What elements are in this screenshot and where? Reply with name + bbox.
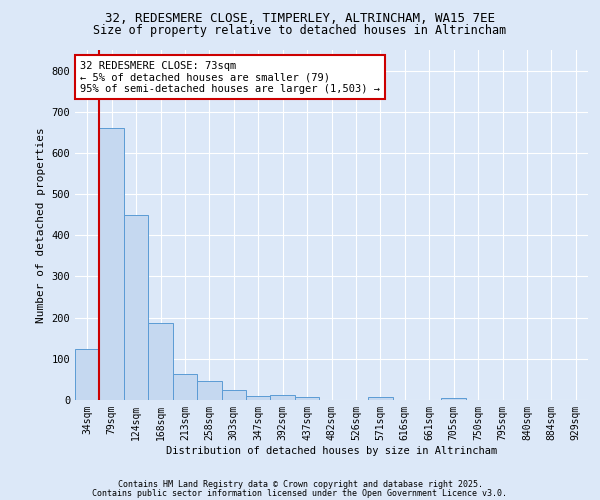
Bar	[295, 396, 319, 400]
Text: Contains public sector information licensed under the Open Government Licence v3: Contains public sector information licen…	[92, 488, 508, 498]
Bar	[75, 348, 100, 400]
Bar	[442, 398, 466, 400]
Y-axis label: Number of detached properties: Number of detached properties	[36, 127, 46, 323]
Text: Size of property relative to detached houses in Altrincham: Size of property relative to detached ho…	[94, 24, 506, 37]
Bar	[173, 374, 197, 400]
Bar	[271, 395, 295, 400]
Bar	[246, 396, 271, 400]
Bar	[221, 390, 246, 400]
Text: Contains HM Land Registry data © Crown copyright and database right 2025.: Contains HM Land Registry data © Crown c…	[118, 480, 482, 489]
Bar	[368, 397, 392, 400]
Bar	[124, 214, 148, 400]
Bar	[197, 382, 221, 400]
Text: 32, REDESMERE CLOSE, TIMPERLEY, ALTRINCHAM, WA15 7EE: 32, REDESMERE CLOSE, TIMPERLEY, ALTRINCH…	[105, 12, 495, 26]
Bar	[148, 322, 173, 400]
Text: 32 REDESMERE CLOSE: 73sqm
← 5% of detached houses are smaller (79)
95% of semi-d: 32 REDESMERE CLOSE: 73sqm ← 5% of detach…	[80, 60, 380, 94]
X-axis label: Distribution of detached houses by size in Altrincham: Distribution of detached houses by size …	[166, 446, 497, 456]
Bar	[100, 128, 124, 400]
